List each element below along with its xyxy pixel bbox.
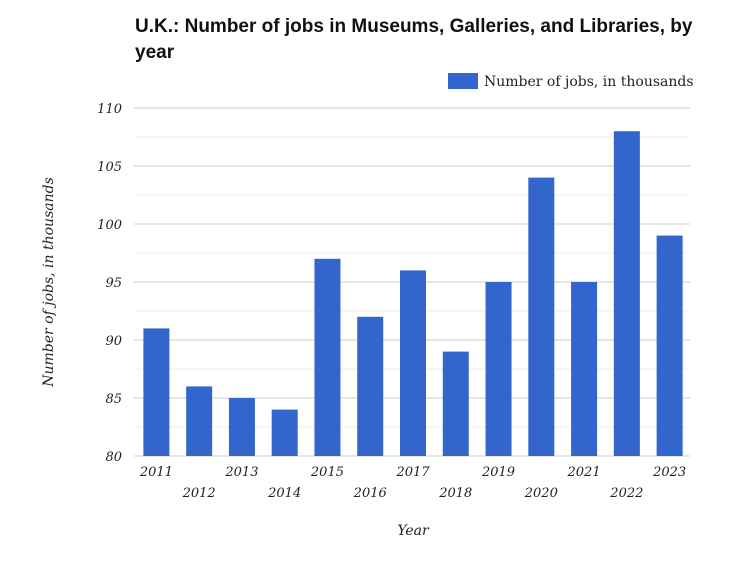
y-tick-label: 100 (97, 218, 122, 233)
x-tick-label: 2022 (609, 486, 643, 501)
x-tick-label: 2019 (481, 465, 515, 480)
x-tick-label: 2016 (353, 486, 387, 501)
y-tick-label: 110 (97, 102, 122, 117)
y-tick-label: 95 (105, 276, 122, 291)
bar-2021[interactable] (571, 282, 598, 456)
x-tick-label: 2011 (139, 465, 173, 480)
x-tick-label: 2014 (267, 486, 301, 501)
bar-2023[interactable] (656, 235, 683, 456)
x-tick-label: 2021 (567, 465, 601, 480)
bar-2019[interactable] (485, 282, 512, 456)
bar-2012[interactable] (186, 386, 213, 456)
bar-2022[interactable] (613, 131, 640, 456)
bar-2015[interactable] (314, 258, 341, 456)
x-tick-label: 2013 (224, 465, 258, 480)
bar-2011[interactable] (143, 328, 170, 456)
x-tick-label: 2015 (310, 465, 344, 480)
bar-2020[interactable] (528, 177, 555, 456)
x-tick-label: 2012 (182, 486, 216, 501)
y-axis-label: Number of jobs, in thousands (41, 177, 57, 388)
y-axis-ticks: 80 85 90 95 100 105 110 (97, 102, 122, 465)
x-tick-label: 2020 (524, 486, 558, 501)
y-tick-label: 80 (105, 450, 122, 465)
bar-2014[interactable] (271, 409, 298, 456)
x-tick-label: 2023 (652, 465, 686, 480)
y-tick-label: 105 (97, 160, 122, 175)
bar-2017[interactable] (400, 270, 426, 456)
bars (143, 131, 683, 456)
y-tick-label: 90 (105, 334, 122, 349)
x-axis-label: Year (397, 523, 430, 539)
y-tick-label: 85 (105, 392, 122, 407)
legend-label: Number of jobs, in thousands (484, 74, 694, 90)
gridlines (134, 107, 690, 457)
x-axis-ticks: 2011 2012 2013 2014 2015 2016 2017 2018 2019 2020… (139, 465, 686, 501)
x-tick-label: 2018 (438, 486, 472, 501)
bar-2018[interactable] (442, 351, 469, 456)
bar-2016[interactable] (357, 316, 384, 456)
bar-2013[interactable] (228, 398, 255, 456)
chart-title: U.K.: Number of jobs in Museums, Galleri… (135, 16, 693, 63)
legend-swatch (448, 73, 478, 89)
x-tick-label: 2017 (395, 465, 430, 480)
